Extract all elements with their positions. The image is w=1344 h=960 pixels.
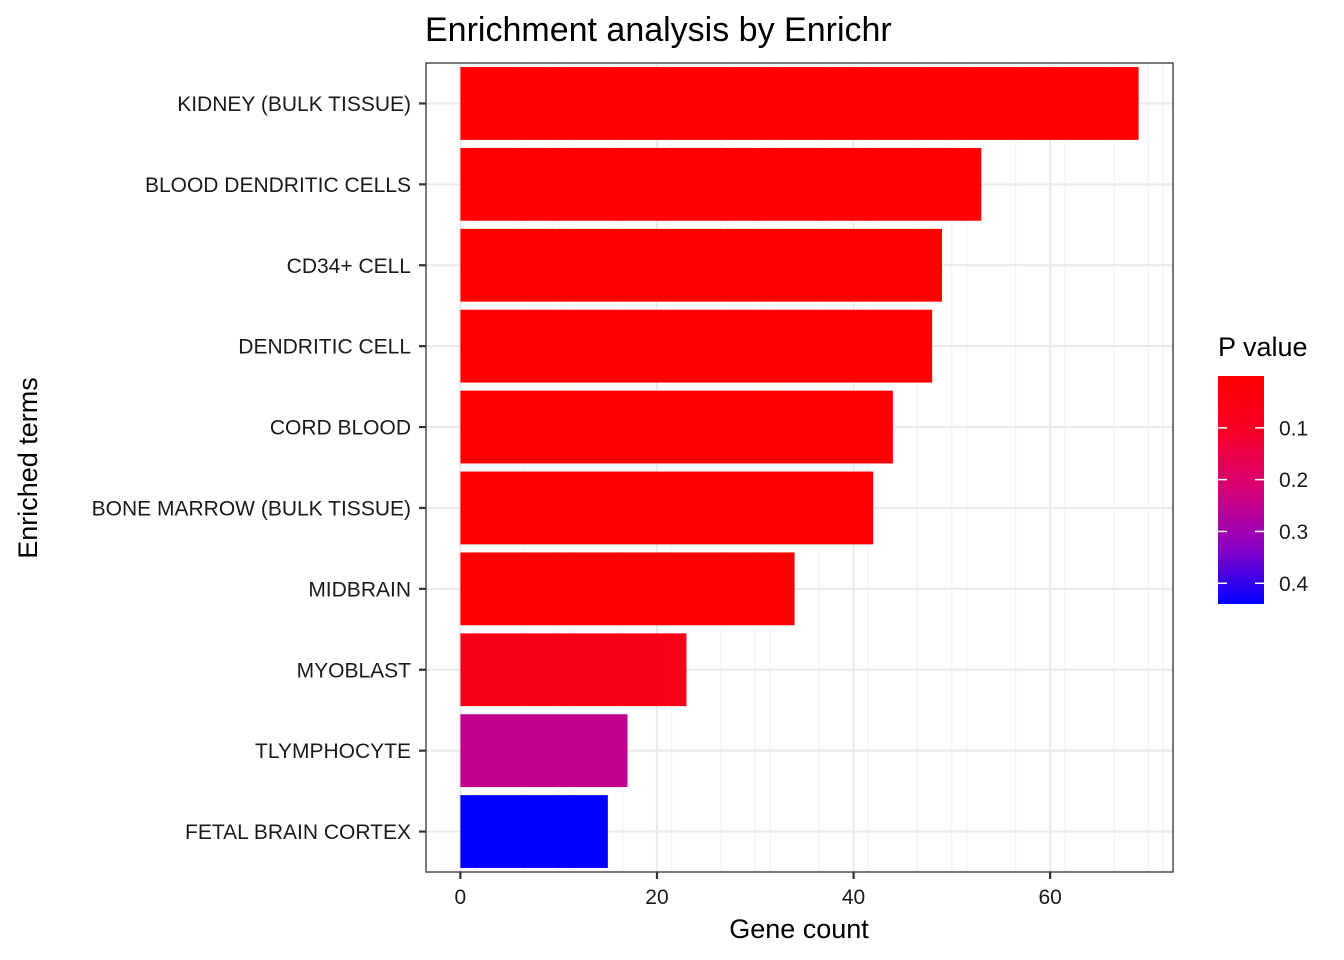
bar-7 xyxy=(460,552,795,626)
legend-ticks: 0.1 0.2 0.3 0.4 xyxy=(1218,417,1309,596)
legend-tick-label: 0.1 xyxy=(1279,417,1308,440)
x-axis-title: Gene count xyxy=(729,914,869,944)
legend-title: P value xyxy=(1218,332,1308,362)
plot-bars xyxy=(460,67,1139,868)
y-tick-label: FETAL BRAIN CORTEX xyxy=(185,821,411,844)
y-tick-label: TLYMPHOCYTE xyxy=(255,740,411,763)
bar-8 xyxy=(460,633,687,707)
bar-2 xyxy=(460,147,982,221)
y-tick-label: BONE MARROW (BULK TISSUE) xyxy=(92,497,411,520)
bar-1 xyxy=(460,67,1139,140)
y-tick-label: DENDRITIC CELL xyxy=(238,336,411,359)
bar-3 xyxy=(460,228,943,302)
y-axis-title: Enriched terms xyxy=(13,377,43,559)
x-axis: 0 20 40 60 xyxy=(455,872,1062,909)
bar-10 xyxy=(460,795,608,868)
y-tick-label: KIDNEY (BULK TISSUE) xyxy=(177,93,411,116)
plot-panel-border xyxy=(425,62,1174,873)
y-tick-label: BLOOD DENDRITIC CELLS xyxy=(145,174,411,197)
y-tick-label: CORD BLOOD xyxy=(270,417,411,440)
x-tick-label: 60 xyxy=(1038,886,1061,909)
y-axis: KIDNEY (BULK TISSUE) BLOOD DENDRITIC CELL… xyxy=(92,93,426,844)
legend-tick-label: 0.4 xyxy=(1279,573,1309,596)
bar-5 xyxy=(460,390,893,464)
x-tick-label: 20 xyxy=(645,886,668,909)
x-tick-label: 0 xyxy=(455,886,467,909)
bar-4 xyxy=(460,309,933,383)
bar-9 xyxy=(460,714,628,788)
x-tick-label: 40 xyxy=(842,886,865,909)
y-tick-label: MIDBRAIN xyxy=(308,578,411,601)
y-tick-label: CD34+ CELL xyxy=(287,255,411,278)
y-tick-label: MYOBLAST xyxy=(297,659,412,682)
legend-tick-label: 0.3 xyxy=(1279,521,1308,544)
legend-tick-label: 0.2 xyxy=(1279,469,1308,492)
legend-colorbar xyxy=(1218,376,1264,604)
chart-title: Enrichment analysis by Enrichr xyxy=(425,11,892,49)
legend: P value 0.1 0.2 0.3 0.4 xyxy=(1218,332,1309,604)
bar-6 xyxy=(460,471,874,545)
